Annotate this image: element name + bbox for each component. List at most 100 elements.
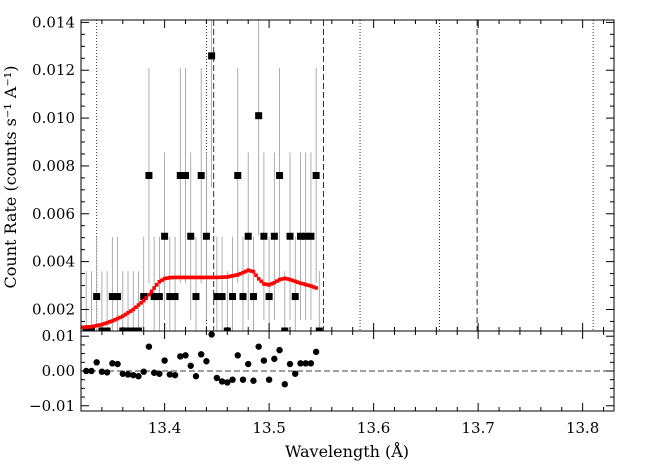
model-marker [285, 277, 290, 281]
residual-point [312, 348, 320, 356]
residual-point [156, 370, 163, 377]
y-tick-label: 0.014 [32, 13, 75, 31]
model-marker [170, 275, 175, 280]
model-marker [175, 275, 180, 280]
residual-point [271, 355, 278, 363]
bottom-x-ticks: 13.4 13.5 13.6 13.7 13.8 [80, 331, 605, 437]
data-points [82, 52, 323, 331]
model-marker [147, 292, 151, 297]
model-marker [154, 283, 159, 287]
model-marker [230, 274, 235, 278]
model-marker [246, 268, 251, 273]
model-marker [126, 311, 130, 315]
data-point [291, 293, 299, 301]
data-point [134, 327, 142, 331]
model-marker [235, 272, 240, 277]
model-marker [87, 325, 91, 329]
model-marker [196, 275, 201, 280]
model-marker [309, 284, 313, 288]
model-marker [110, 319, 115, 323]
model-marker [220, 275, 224, 279]
model-marker [262, 282, 266, 286]
model-marker [298, 281, 303, 285]
model-marker [199, 275, 203, 280]
data-point [114, 293, 122, 301]
data-point [87, 327, 95, 331]
model-marker [288, 277, 292, 282]
model-marker [186, 275, 190, 280]
model-marker [168, 275, 172, 280]
residual-point [208, 331, 215, 338]
model-marker [238, 271, 243, 276]
residual-point [297, 360, 304, 367]
residual-point [124, 371, 132, 378]
model-marker [173, 275, 177, 280]
model-marker [128, 309, 133, 313]
model-marker [311, 285, 316, 289]
data-point [302, 232, 310, 240]
residual-point [192, 373, 200, 380]
model-marker [97, 323, 102, 327]
model-marker [269, 281, 274, 286]
model-marker [290, 278, 295, 283]
data-point [239, 293, 247, 301]
data-point [208, 52, 216, 60]
model-marker [100, 322, 104, 327]
top-x-ticks [80, 20, 605, 331]
model-marker [113, 317, 117, 322]
model-marker [201, 275, 206, 280]
model-marker [314, 286, 318, 290]
residual-point [218, 378, 226, 385]
model-marker [181, 275, 185, 280]
residual-point [130, 371, 137, 379]
data-point [150, 293, 158, 301]
data-point [213, 293, 221, 301]
y-tick-label: 0.006 [32, 205, 75, 223]
model-marker [102, 321, 107, 326]
model-marker [204, 275, 209, 280]
model-marker [115, 316, 120, 321]
residual-point [119, 370, 127, 377]
data-point [103, 327, 111, 331]
bottom-y-ticks: −0.01 0.00 0.01 [29, 327, 614, 415]
reference-lines-top [96, 20, 594, 331]
data-point [176, 172, 184, 179]
y-tick-label: 0.008 [32, 157, 75, 175]
residual-point [114, 360, 121, 368]
data-point [255, 112, 263, 120]
model-marker [121, 314, 125, 318]
residual-point [93, 359, 100, 366]
x-tick-label: 13.6 [357, 419, 390, 437]
data-point [192, 293, 200, 301]
data-point [281, 327, 289, 331]
residual-point [88, 367, 95, 375]
residual-point [197, 351, 205, 358]
model-marker [267, 283, 271, 287]
model-marker [123, 312, 128, 317]
model-marker [144, 295, 149, 300]
model-marker [134, 305, 138, 310]
residual-point [276, 346, 283, 354]
data-point [249, 293, 257, 301]
residual-points [83, 331, 320, 388]
data-point [229, 293, 237, 301]
model-marker [107, 320, 112, 324]
model-curve [81, 268, 318, 330]
residual-point [213, 374, 221, 382]
model-marker [282, 276, 287, 281]
model-marker [301, 282, 305, 286]
model-marker [264, 282, 269, 287]
data-point [244, 232, 252, 240]
y-tick-label: −0.01 [29, 397, 75, 415]
model-marker [165, 276, 170, 280]
model-marker [251, 269, 256, 274]
model-marker [118, 315, 122, 320]
residual-point [166, 371, 174, 378]
model-marker [243, 269, 248, 274]
model-marker [141, 298, 146, 303]
residual-point [171, 371, 179, 379]
data-point [315, 327, 323, 331]
model-marker [194, 275, 198, 280]
data-point [260, 232, 268, 240]
